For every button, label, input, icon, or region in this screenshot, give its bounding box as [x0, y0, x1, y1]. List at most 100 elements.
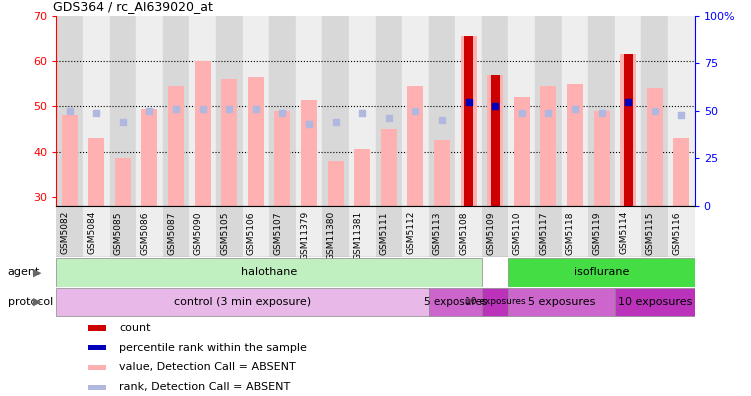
- Bar: [482, 16, 508, 206]
- Bar: [296, 16, 322, 206]
- Text: GSM5115: GSM5115: [646, 211, 655, 255]
- Bar: [274, 111, 291, 206]
- Text: GSM5106: GSM5106: [247, 211, 256, 255]
- Bar: [163, 16, 189, 206]
- Bar: [243, 206, 269, 257]
- Bar: [647, 88, 663, 206]
- Bar: [327, 161, 344, 206]
- Bar: [189, 206, 216, 257]
- Bar: [535, 206, 562, 257]
- Bar: [402, 206, 429, 257]
- Text: GSM5116: GSM5116: [672, 211, 681, 255]
- Bar: [89, 385, 106, 390]
- Text: GSM5118: GSM5118: [566, 211, 575, 255]
- Text: GSM5085: GSM5085: [114, 211, 123, 255]
- Bar: [296, 206, 322, 257]
- Bar: [216, 16, 243, 206]
- Bar: [490, 75, 500, 206]
- Text: 10 exposures: 10 exposures: [465, 297, 526, 307]
- Bar: [83, 16, 110, 206]
- Bar: [535, 16, 562, 206]
- Text: ▶: ▶: [33, 297, 42, 307]
- Bar: [508, 287, 615, 316]
- Bar: [508, 206, 535, 257]
- Bar: [641, 206, 668, 257]
- Text: GSM5111: GSM5111: [380, 211, 389, 255]
- Text: GSM11379: GSM11379: [300, 211, 309, 260]
- Bar: [248, 77, 264, 206]
- Bar: [429, 16, 455, 206]
- Bar: [620, 54, 636, 206]
- Bar: [349, 206, 376, 257]
- Bar: [541, 86, 556, 206]
- Bar: [301, 99, 317, 206]
- Text: GSM11380: GSM11380: [327, 211, 336, 260]
- Bar: [562, 206, 588, 257]
- Bar: [141, 109, 158, 206]
- Text: percentile rank within the sample: percentile rank within the sample: [119, 343, 306, 353]
- Bar: [89, 138, 104, 206]
- Bar: [588, 206, 615, 257]
- Text: GSM5114: GSM5114: [619, 211, 628, 255]
- Bar: [89, 345, 106, 350]
- Text: rank, Detection Call = ABSENT: rank, Detection Call = ABSENT: [119, 382, 290, 392]
- Text: 10 exposures: 10 exposures: [617, 297, 692, 307]
- Bar: [623, 54, 633, 206]
- Bar: [429, 287, 482, 316]
- Bar: [588, 16, 615, 206]
- Bar: [56, 16, 83, 206]
- Bar: [376, 16, 402, 206]
- Text: count: count: [119, 323, 150, 333]
- Bar: [455, 16, 482, 206]
- Bar: [402, 16, 429, 206]
- Text: GSM5090: GSM5090: [194, 211, 203, 255]
- Bar: [110, 16, 136, 206]
- Bar: [464, 36, 473, 206]
- Bar: [674, 138, 689, 206]
- Text: 5 exposures: 5 exposures: [424, 297, 487, 307]
- Bar: [460, 36, 477, 206]
- Text: GSM5108: GSM5108: [460, 211, 469, 255]
- Text: control (3 min exposure): control (3 min exposure): [174, 297, 311, 307]
- Bar: [269, 16, 296, 206]
- Bar: [487, 75, 503, 206]
- Bar: [83, 206, 110, 257]
- Text: agent: agent: [8, 267, 40, 277]
- Text: isoflurane: isoflurane: [574, 267, 629, 277]
- Text: GSM5107: GSM5107: [273, 211, 282, 255]
- Bar: [56, 258, 482, 287]
- Text: GSM5119: GSM5119: [593, 211, 602, 255]
- Text: GSM5086: GSM5086: [140, 211, 149, 255]
- Bar: [514, 97, 529, 206]
- Bar: [668, 206, 695, 257]
- Text: GSM5117: GSM5117: [539, 211, 548, 255]
- Bar: [189, 16, 216, 206]
- Bar: [668, 16, 695, 206]
- Bar: [243, 16, 269, 206]
- Text: GSM5109: GSM5109: [486, 211, 495, 255]
- Bar: [136, 206, 163, 257]
- Text: value, Detection Call = ABSENT: value, Detection Call = ABSENT: [119, 362, 296, 373]
- Text: protocol: protocol: [8, 297, 53, 307]
- Text: GDS364 / rc_AI639020_at: GDS364 / rc_AI639020_at: [53, 0, 213, 13]
- Text: GSM11381: GSM11381: [353, 211, 362, 260]
- Bar: [56, 206, 83, 257]
- Bar: [89, 365, 106, 370]
- Bar: [593, 111, 610, 206]
- Bar: [216, 206, 243, 257]
- Bar: [408, 86, 424, 206]
- Bar: [349, 16, 376, 206]
- Bar: [482, 206, 508, 257]
- Bar: [354, 149, 370, 206]
- Bar: [429, 206, 455, 257]
- Text: 5 exposures: 5 exposures: [528, 297, 596, 307]
- Bar: [195, 61, 210, 206]
- Text: GSM5087: GSM5087: [167, 211, 176, 255]
- Bar: [89, 325, 106, 331]
- Text: GSM5084: GSM5084: [87, 211, 96, 255]
- Bar: [455, 206, 482, 257]
- Bar: [163, 206, 189, 257]
- Bar: [381, 129, 397, 206]
- Bar: [641, 16, 668, 206]
- Bar: [168, 86, 184, 206]
